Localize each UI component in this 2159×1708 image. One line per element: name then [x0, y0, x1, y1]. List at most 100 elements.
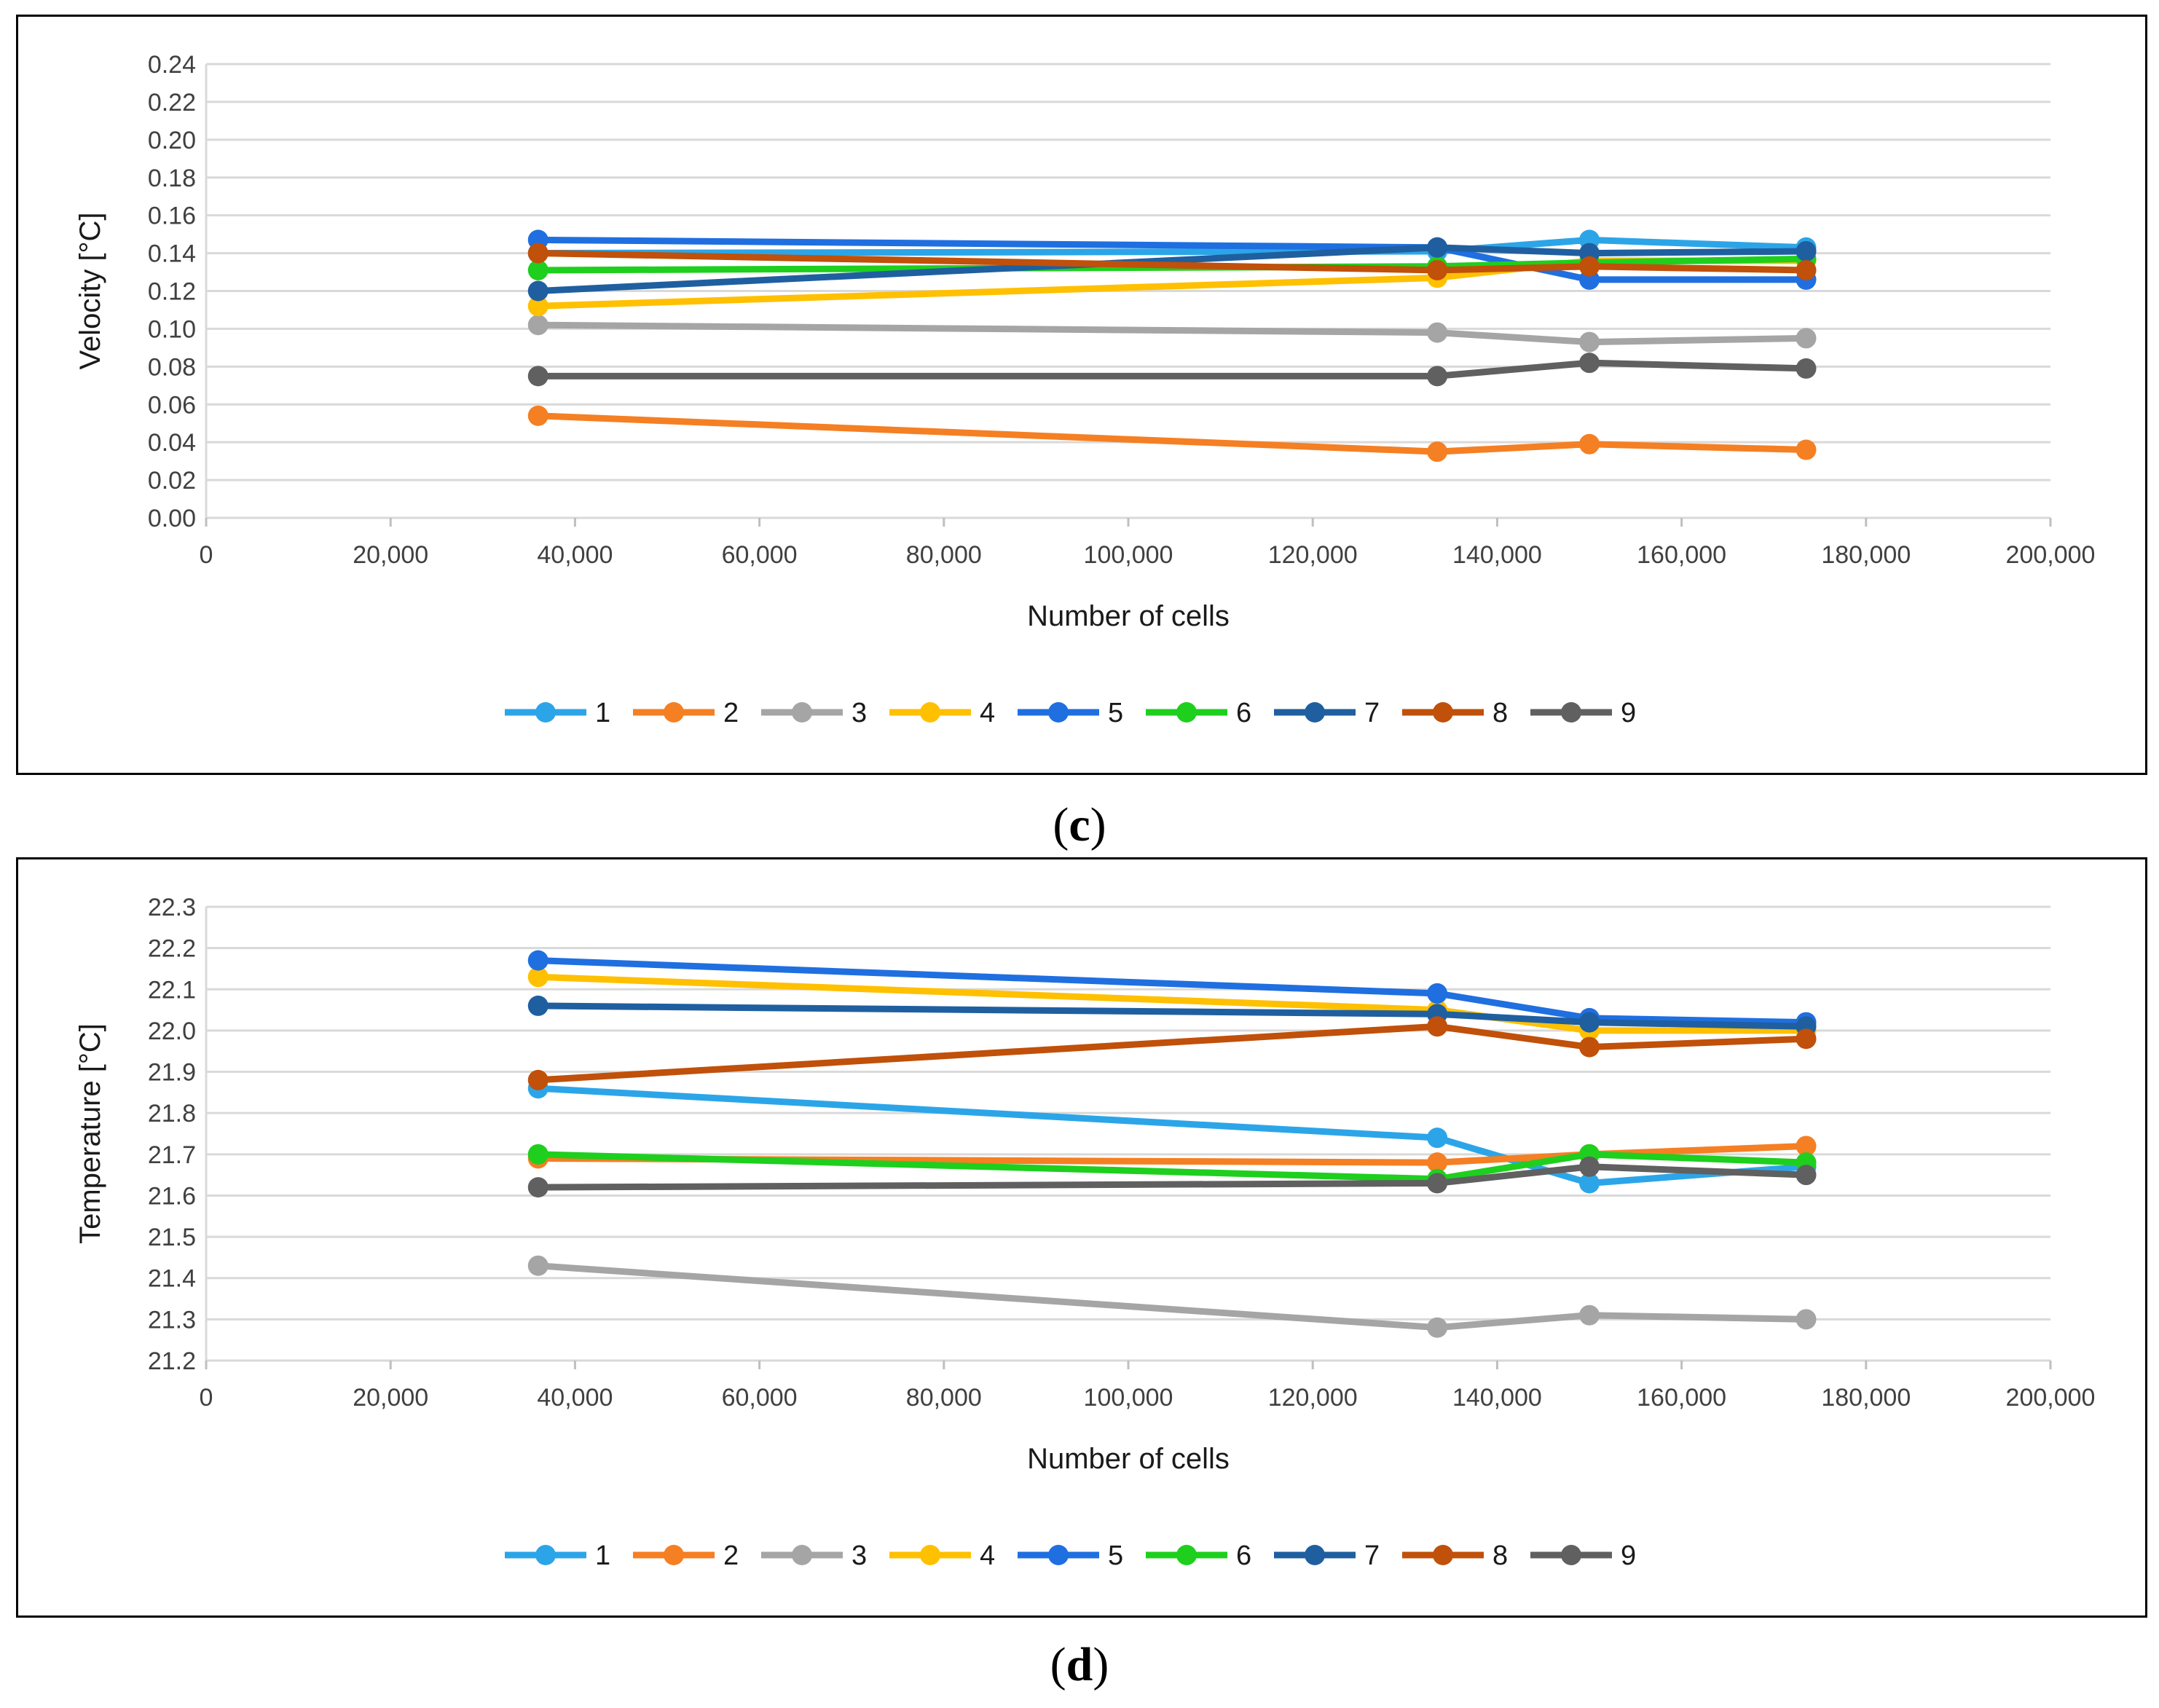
caption-c: (c) [1053, 798, 1106, 851]
x-tick-label: 40,000 [537, 1384, 613, 1412]
y-tick-label: 0.18 [148, 165, 196, 192]
legend-marker [535, 702, 556, 723]
data-point [1579, 331, 1600, 353]
x-tick-label: 180,000 [1821, 541, 1911, 569]
legend-label: 9 [1621, 698, 1636, 728]
x-tick-label: 180,000 [1821, 1384, 1911, 1412]
series-1 [527, 1078, 1817, 1194]
x-axis-title: Number of cells [1027, 600, 1230, 632]
legend-item-2: 2 [633, 1540, 739, 1571]
legend-marker [1561, 1545, 1581, 1565]
data-point [527, 1144, 548, 1165]
legend-marker [1176, 1545, 1197, 1565]
y-tick-label: 0.22 [148, 89, 196, 117]
x-tick-label: 80,000 [906, 1384, 982, 1412]
legend-item-5: 5 [1018, 698, 1123, 728]
y-tick-label: 0.10 [148, 315, 196, 343]
data-point [1796, 358, 1817, 379]
y-tick-label: 0.16 [148, 202, 196, 230]
data-point [1796, 1136, 1817, 1157]
velocity-chart: 0.00 0.02 0.04 0.06 0.08 0.10 0.12 0.14 0.16 0.18… [74, 51, 2096, 728]
data-point [527, 366, 548, 387]
x-tick-label: 60,000 [722, 541, 798, 569]
legend-label: 3 [852, 698, 867, 728]
legend-label: 1 [595, 1540, 610, 1571]
y-axis-title: Velocity [°C] [74, 212, 106, 369]
legend-label: 1 [595, 698, 610, 728]
y-tick-label: 0.24 [148, 51, 196, 79]
legend-item-6: 6 [1146, 1540, 1251, 1571]
series-3 [527, 315, 1817, 353]
legend-item-3: 3 [761, 698, 867, 728]
legend-item-2: 2 [633, 698, 739, 728]
legend-marker [664, 702, 684, 723]
x-tick-label: 100,000 [1084, 1384, 1173, 1412]
legend-marker [1048, 1545, 1069, 1565]
series-9 [527, 353, 1817, 387]
x-tick-label: 0 [200, 1384, 213, 1412]
legend-marker [1433, 1545, 1453, 1565]
x-tick-label: 20,000 [353, 541, 428, 569]
series-7 [527, 995, 1817, 1037]
y-tick-label: 21.8 [148, 1100, 196, 1127]
x-tick-label: 20,000 [353, 1384, 428, 1412]
y-tick-label: 0.04 [148, 429, 196, 457]
series-8 [527, 243, 1817, 280]
series-line-2 [535, 412, 1810, 455]
legend-label: 2 [723, 1540, 739, 1571]
data-point [1579, 1156, 1600, 1177]
data-point [527, 1177, 548, 1198]
x-axis-title: Number of cells [1027, 1443, 1230, 1475]
data-point [1579, 433, 1600, 454]
x-tick-label: 200,000 [2006, 541, 2096, 569]
series-line-8 [535, 250, 1810, 274]
x-tick-label: 60,000 [722, 1384, 798, 1412]
data-point [1427, 259, 1448, 280]
series-line-2 [535, 1142, 1810, 1166]
legend-marker [664, 1545, 684, 1565]
x-tick-label: 80,000 [906, 541, 982, 569]
data-point [1579, 353, 1600, 374]
legend-label: 5 [1108, 1540, 1123, 1571]
legend-label: 2 [723, 698, 739, 728]
data-point [1579, 256, 1600, 277]
y-tick-label: 0.12 [148, 278, 196, 306]
series-3 [527, 1255, 1817, 1338]
caption-c-letter: c [1069, 798, 1090, 851]
data-point [527, 995, 548, 1016]
data-point [1427, 1317, 1448, 1338]
series-8 [527, 1016, 1817, 1090]
legend-item-8: 8 [1402, 1540, 1508, 1571]
legend-item-3: 3 [761, 1540, 867, 1571]
series-line-9 [535, 1163, 1810, 1191]
data-point [527, 950, 548, 971]
x-tick-label: 120,000 [1268, 1384, 1358, 1412]
data-point [527, 280, 548, 302]
legend-label: 6 [1236, 1540, 1251, 1571]
legend-label: 7 [1364, 1540, 1380, 1571]
legend-item-9: 9 [1530, 698, 1636, 728]
data-point [1796, 1309, 1817, 1330]
caption-d: (d) [1050, 1638, 1109, 1691]
legend-marker [792, 1545, 812, 1565]
legend-label: 8 [1493, 698, 1508, 728]
series-line-7 [535, 1002, 1810, 1030]
x-tick-label: 160,000 [1637, 541, 1726, 569]
legend-marker [920, 1545, 940, 1565]
y-tick-label: 21.6 [148, 1182, 196, 1210]
data-point [1796, 1028, 1817, 1050]
series-9 [527, 1156, 1817, 1198]
legend-label: 4 [980, 698, 995, 728]
data-point [527, 1255, 548, 1276]
legend-item-6: 6 [1146, 698, 1251, 728]
data-point [1796, 259, 1817, 280]
legend-label: 3 [852, 1540, 867, 1571]
data-point [1579, 1036, 1600, 1058]
data-point [527, 243, 548, 264]
legend-item-9: 9 [1530, 1540, 1636, 1571]
series-line-5 [535, 957, 1810, 1026]
series-line-7 [535, 244, 1810, 294]
series-line-6 [535, 1151, 1810, 1183]
y-axis-title: Temperature [°C] [74, 1023, 106, 1244]
legend-item-1: 1 [505, 698, 610, 728]
